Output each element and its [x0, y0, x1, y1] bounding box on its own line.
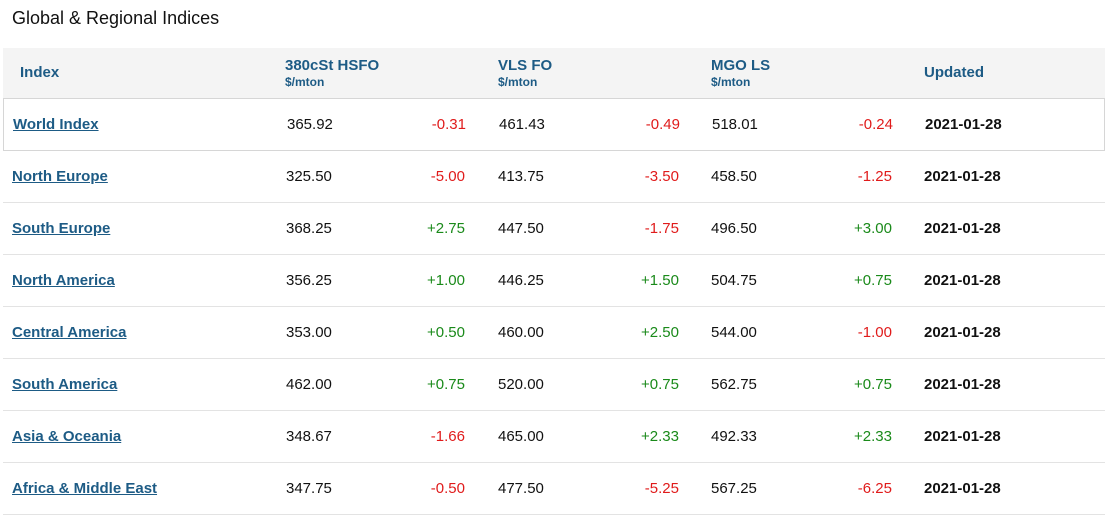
page-title: Global & Regional Indices — [12, 8, 220, 28]
region-link[interactable]: Asia & Oceania — [12, 428, 122, 445]
hsfo-change: -5.00 — [430, 168, 465, 185]
header-vlsfo: VLS FO $/mton — [498, 57, 553, 89]
table-row: World Index 365.92 -0.31 461.43 -0.49 518.01 -… — [3, 98, 1105, 151]
table-header: Index 380cSt HSFO $/mton VLS FO $/mton M… — [3, 48, 1105, 98]
hsfo-change: -0.31 — [431, 116, 466, 133]
hsfo-change: +0.75 — [427, 376, 465, 393]
mgo-price: 496.50 — [711, 220, 757, 237]
vlsfo-change: -3.50 — [644, 168, 679, 185]
vlsfo-price: 465.00 — [498, 428, 544, 445]
mgo-change: +0.75 — [854, 376, 892, 393]
mgo-change: +0.75 — [854, 272, 892, 289]
region-link[interactable]: South America — [12, 376, 118, 393]
mgo-change: -0.24 — [858, 116, 893, 133]
updated-date: 2021-01-28 — [924, 376, 1001, 393]
vlsfo-change: +2.50 — [641, 324, 679, 341]
table-row: South America 462.00 +0.75 520.00 +0.75 562.7… — [3, 359, 1105, 411]
table-row: North America 356.25 +1.00 446.25 +1.50 504.7… — [3, 255, 1105, 307]
header-mgo: MGO LS $/mton — [711, 57, 771, 89]
vlsfo-change: +1.50 — [641, 272, 679, 289]
hsfo-change: -0.50 — [430, 480, 465, 497]
vlsfo-price: 460.00 — [498, 324, 544, 341]
updated-date: 2021-01-28 — [924, 220, 1001, 237]
updated-date: 2021-01-28 — [924, 324, 1001, 341]
hsfo-price: 348.67 — [286, 428, 332, 445]
vlsfo-price: 447.50 — [498, 220, 544, 237]
hsfo-change: +1.00 — [427, 272, 465, 289]
mgo-change: +2.33 — [854, 428, 892, 445]
mgo-change: -1.25 — [857, 168, 892, 185]
vlsfo-change: +2.33 — [641, 428, 679, 445]
table-body: World Index 365.92 -0.31 461.43 -0.49 518.01 -… — [3, 98, 1105, 515]
mgo-price: 562.75 — [711, 376, 757, 393]
mgo-change: -1.00 — [857, 324, 892, 341]
mgo-price: 518.01 — [712, 116, 758, 133]
vlsfo-change: -5.25 — [644, 480, 679, 497]
updated-date: 2021-01-28 — [924, 480, 1001, 497]
mgo-change: +3.00 — [854, 220, 892, 237]
table-row: South Europe 368.25 +2.75 447.50 -1.75 496.50… — [3, 203, 1105, 255]
vlsfo-change: -0.49 — [645, 116, 680, 133]
mgo-change: -6.25 — [857, 480, 892, 497]
hsfo-price: 356.25 — [286, 272, 332, 289]
vlsfo-price: 477.50 — [498, 480, 544, 497]
vlsfo-price: 413.75 — [498, 168, 544, 185]
table-row: Asia & Oceania 348.67 -1.66 465.00 +2.33 492.… — [3, 411, 1105, 463]
hsfo-price: 347.75 — [286, 480, 332, 497]
indices-table: Index 380cSt HSFO $/mton VLS FO $/mton M… — [3, 48, 1105, 515]
updated-date: 2021-01-28 — [924, 272, 1001, 289]
mgo-price: 567.25 — [711, 480, 757, 497]
hsfo-price: 353.00 — [286, 324, 332, 341]
table-row: North Europe 325.50 -5.00 413.75 -3.50 458.50… — [3, 151, 1105, 203]
vlsfo-change: -1.75 — [644, 220, 679, 237]
hsfo-change: -1.66 — [430, 428, 465, 445]
hsfo-price: 365.92 — [287, 116, 333, 133]
region-link[interactable]: Central America — [12, 324, 127, 341]
region-link[interactable]: Africa & Middle East — [12, 480, 158, 497]
header-index: Index — [20, 64, 60, 81]
region-link[interactable]: World Index — [13, 116, 99, 133]
vlsfo-price: 520.00 — [498, 376, 544, 393]
hsfo-change: +2.75 — [427, 220, 465, 237]
header-updated: Updated — [924, 64, 984, 81]
updated-date: 2021-01-28 — [925, 116, 1002, 133]
vlsfo-price: 446.25 — [498, 272, 544, 289]
vlsfo-price: 461.43 — [499, 116, 545, 133]
region-link[interactable]: South Europe — [12, 220, 111, 237]
updated-date: 2021-01-28 — [924, 428, 1001, 445]
table-row: Africa & Middle East 347.75 -0.50 477.50 -5.… — [3, 463, 1105, 515]
mgo-price: 544.00 — [711, 324, 757, 341]
hsfo-price: 325.50 — [286, 168, 332, 185]
vlsfo-change: +0.75 — [641, 376, 679, 393]
mgo-price: 458.50 — [711, 168, 757, 185]
header-hsfo: 380cSt HSFO $/mton — [285, 57, 380, 89]
table-row: Central America 353.00 +0.50 460.00 +2.50 544… — [3, 307, 1105, 359]
mgo-price: 504.75 — [711, 272, 757, 289]
hsfo-price: 462.00 — [286, 376, 332, 393]
hsfo-price: 368.25 — [286, 220, 332, 237]
mgo-price: 492.33 — [711, 428, 757, 445]
region-link[interactable]: North America — [12, 272, 115, 289]
updated-date: 2021-01-28 — [924, 168, 1001, 185]
region-link[interactable]: North Europe — [12, 168, 108, 185]
hsfo-change: +0.50 — [427, 324, 465, 341]
